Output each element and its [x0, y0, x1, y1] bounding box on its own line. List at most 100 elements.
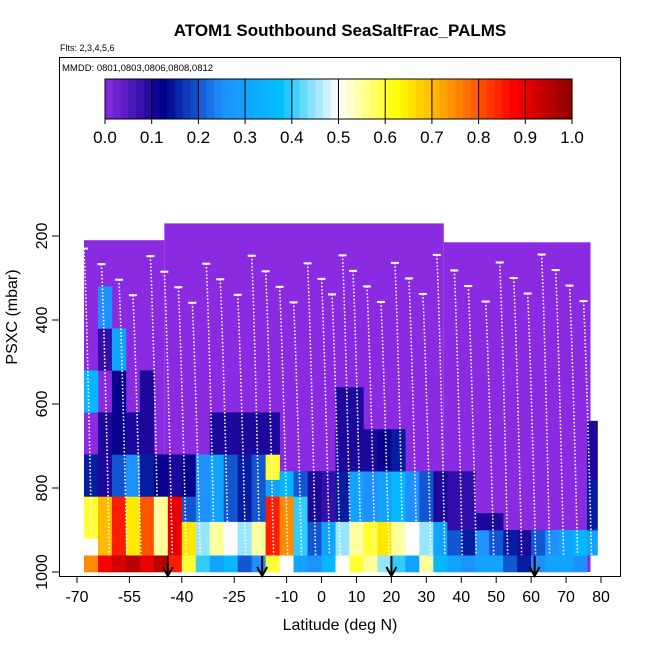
heatmap-cell [153, 496, 169, 556]
flight-track [341, 255, 352, 556]
colorbar-tick-label: 0.0 [93, 128, 117, 147]
heatmap-cell [265, 454, 280, 480]
heatmap-cell [265, 496, 280, 556]
flight-track [408, 278, 418, 556]
heatmap-cell [349, 555, 364, 573]
colorbar-swatch [556, 79, 565, 119]
heatmap-cell [195, 521, 211, 556]
colorbar-swatch [237, 79, 246, 119]
flight-track [352, 270, 362, 556]
colorbar-swatch [564, 79, 573, 119]
heatmap-cell [139, 496, 155, 556]
colorbar-swatch [276, 79, 285, 119]
flight-track [453, 270, 464, 556]
heatmap-cell [363, 555, 378, 573]
heatmap-cell [111, 454, 127, 497]
flight-track [380, 301, 390, 556]
heatmap-cell [223, 521, 238, 556]
heatmap-cell [573, 555, 588, 573]
flight-track [582, 301, 593, 556]
heatmap-cell [265, 555, 280, 573]
heatmap-cell [517, 530, 532, 556]
heatmap-cell [97, 555, 113, 573]
flight-track [526, 293, 537, 556]
heatmap-cell [83, 496, 99, 539]
heatmap-cell [251, 521, 266, 556]
flight-track [219, 279, 230, 556]
heatmap-cell [139, 555, 155, 573]
heatmap-cell [461, 471, 476, 531]
heatmap-cell [251, 454, 266, 522]
heatmap-cell [335, 555, 350, 573]
colorbar-swatch [252, 79, 262, 119]
colorbar-swatch [392, 79, 402, 119]
colorbar-swatch [424, 79, 433, 119]
heatmap-cell [433, 555, 448, 573]
x-tick-label: 10 [348, 589, 366, 606]
x-tick-label: 70 [557, 589, 575, 606]
heatmap-cell [139, 370, 155, 455]
colorbar-swatch [494, 79, 503, 119]
heatmap-cell [237, 555, 252, 573]
heatmap-cell [377, 471, 392, 522]
colorbar: 0.0 0.1 0.2 0.3 0.4 0.5 0.6 0.7 0.8 0.9 1.0 [93, 78, 584, 147]
colorbar-tick-label: 0.1 [140, 128, 164, 147]
heatmap-cell [587, 530, 598, 556]
x-tick-label: 0 [317, 589, 326, 606]
heatmap-cell [573, 530, 588, 556]
colorbar-swatch [361, 79, 371, 119]
flight-track [100, 264, 111, 556]
heatmap-cell [587, 420, 598, 480]
heatmap-cell [559, 530, 574, 556]
colorbar-swatch [338, 79, 347, 119]
heatmap-cell [209, 412, 225, 455]
colorbar-swatch [112, 79, 122, 119]
heatmap-cell [349, 521, 364, 556]
flight-tracks [79, 247, 593, 556]
colorbar-swatch [501, 79, 511, 119]
heatmap-cell [475, 555, 490, 573]
colorbar-swatch [322, 79, 332, 119]
heatmap-cell [83, 555, 99, 573]
colorbar-swatch [151, 79, 161, 119]
colorbar-tick-label: 0.4 [280, 128, 304, 147]
flight-track [278, 286, 289, 556]
x-tick-label: -10 [275, 589, 298, 606]
heatmap-cell [405, 521, 420, 556]
colorbar-tick-label: 0.2 [187, 128, 211, 147]
flight-track [250, 255, 261, 556]
colorbar-swatch [229, 79, 238, 119]
colorbar-swatch [400, 79, 410, 119]
heatmap-cell [223, 412, 238, 455]
flight-track [554, 269, 565, 556]
heatmap-cell [167, 555, 183, 573]
x-tick-label: 30 [417, 589, 435, 606]
heatmap-cell [153, 555, 169, 573]
heatmap-cell [251, 412, 266, 455]
flight-track [331, 294, 341, 556]
heatmap-cell [391, 471, 406, 522]
flight-track [422, 293, 432, 556]
y-tick-label: 600 [34, 391, 51, 418]
heatmap-cell [237, 412, 252, 455]
colorbar-swatch [198, 79, 207, 119]
colorbar-swatch [284, 79, 293, 119]
heatmap-cell [97, 412, 113, 497]
y-tick-label: 1000 [34, 554, 51, 590]
heatmap-cell [335, 471, 350, 522]
flight-track [118, 279, 128, 556]
heatmap-cell [209, 454, 225, 522]
heatmap-cell [545, 555, 560, 573]
heatmap-cell [349, 387, 364, 472]
colorbar-swatch [120, 79, 129, 119]
flights-label: Flts: 2,3,4,5,6 [60, 43, 115, 53]
flight-track [191, 302, 202, 556]
colorbar-swatch [525, 79, 534, 119]
colorbar-swatch [486, 79, 495, 119]
flight-track [366, 286, 376, 556]
colorbar-swatch [408, 79, 417, 119]
heatmap-cell [419, 471, 434, 522]
heatmap-cell [363, 471, 378, 522]
colorbar-swatch [159, 79, 168, 119]
